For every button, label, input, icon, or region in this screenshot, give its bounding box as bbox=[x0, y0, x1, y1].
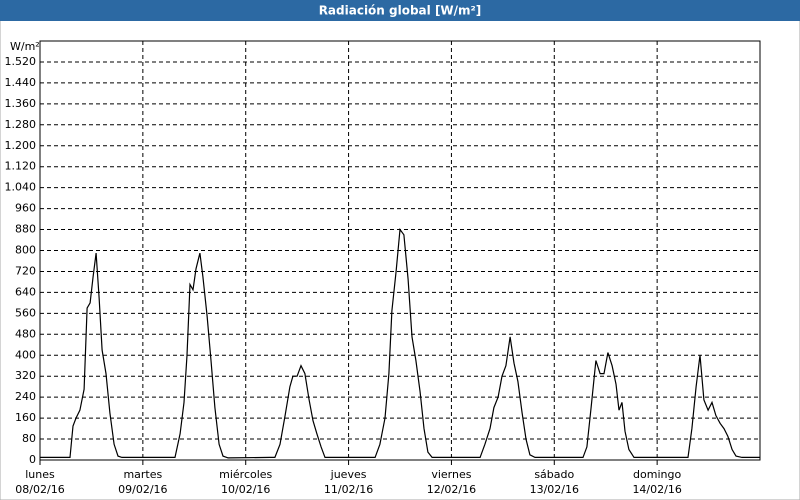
plot-frame bbox=[39, 40, 761, 461]
y-tick-label: 1.040 bbox=[5, 181, 37, 194]
x-tick-label: 10/02/16 bbox=[221, 483, 270, 496]
y-tick-label: 80 bbox=[22, 432, 36, 445]
title-bar bbox=[0, 0, 800, 21]
y-tick-label: 800 bbox=[15, 244, 36, 257]
y-tick-label: 560 bbox=[15, 306, 36, 319]
x-tick-label: 12/02/16 bbox=[427, 483, 476, 496]
y-tick-label: 320 bbox=[15, 369, 36, 382]
y-tick-label: 1.440 bbox=[5, 76, 37, 89]
y-tick-label: 160 bbox=[15, 411, 36, 424]
y-tick-label: 880 bbox=[15, 223, 36, 236]
y-tick-label: 960 bbox=[15, 202, 36, 215]
y-tick-label: 1.520 bbox=[5, 55, 37, 68]
x-tick-day: miércoles bbox=[219, 468, 272, 481]
x-tick-day: viernes bbox=[431, 468, 471, 481]
x-tick-day: sábado bbox=[534, 468, 574, 481]
y-tick-label: 720 bbox=[15, 264, 36, 277]
y-tick-label: 1.120 bbox=[5, 160, 37, 173]
x-tick-day: lunes bbox=[25, 468, 55, 481]
y-tick-label: 400 bbox=[15, 348, 36, 361]
data-line bbox=[40, 227, 760, 459]
chart-title: Radiación global [W/m²] bbox=[319, 4, 482, 18]
x-tick-label: 11/02/16 bbox=[324, 483, 373, 496]
y-tick-label: 0 bbox=[29, 453, 36, 466]
x-tick-day: jueves bbox=[330, 468, 367, 481]
y-tick-label: 240 bbox=[15, 390, 36, 403]
y-tick-label: 640 bbox=[15, 285, 36, 298]
x-tick-label: 13/02/16 bbox=[530, 483, 579, 496]
x-tick-day: domingo bbox=[633, 468, 681, 481]
y-tick-label: 480 bbox=[15, 327, 36, 340]
x-tick-day: martes bbox=[123, 468, 162, 481]
y-unit: W/m² bbox=[10, 40, 40, 53]
y-tick-label: 1.360 bbox=[5, 97, 37, 110]
x-tick-label: 09/02/16 bbox=[118, 483, 167, 496]
x-tick-label: 14/02/16 bbox=[632, 483, 681, 496]
y-tick-label: 1.200 bbox=[5, 139, 37, 152]
x-tick-label: 08/02/16 bbox=[15, 483, 64, 496]
y-tick-label: 1.280 bbox=[5, 118, 37, 131]
